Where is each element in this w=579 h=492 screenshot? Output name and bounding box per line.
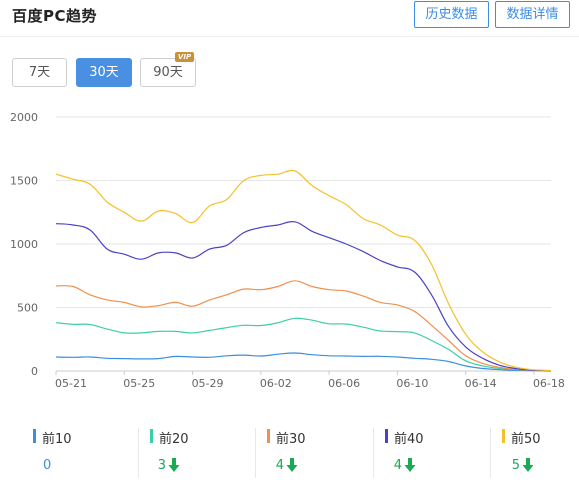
x-tick-label: 05-21 — [55, 377, 87, 390]
arrow-down-icon — [404, 458, 416, 472]
x-tick-label: 06-10 — [396, 377, 428, 390]
series-line-3 — [55, 280, 552, 372]
y-tick-label: 1000 — [10, 238, 38, 251]
header: 百度PC趋势 历史数据 数据详情 — [0, 0, 579, 37]
history-data-button[interactable]: 历史数据 — [414, 1, 489, 28]
x-tick-label: 05-29 — [192, 377, 224, 390]
legend-divider — [373, 428, 374, 478]
legend-value: 5 — [511, 458, 520, 473]
data-detail-button[interactable]: 数据详情 — [495, 1, 570, 28]
range-7-days-button[interactable]: 7天 — [12, 58, 67, 87]
series-line-5 — [55, 169, 552, 372]
y-tick-label: 1500 — [10, 175, 38, 188]
vip-badge: VIP — [175, 52, 194, 62]
rank-legend: 前10 0 前20 3 前30 4 前40 4 前50 5 — [0, 418, 579, 484]
legend-color-bar — [33, 429, 36, 443]
legend-value: 3 — [157, 458, 166, 473]
legend-divider — [138, 428, 139, 478]
series-line-4 — [55, 220, 552, 372]
legend-label: 前30 — [276, 432, 306, 447]
legend-item: 前30 4 — [267, 418, 384, 484]
range-30-days-button[interactable]: 30天 — [76, 58, 132, 87]
x-tick-label: 06-18 — [533, 377, 565, 390]
legend-value: 4 — [393, 458, 402, 473]
legend-color-bar — [267, 429, 270, 443]
y-tick-label: 0 — [31, 365, 38, 378]
legend-color-bar — [150, 429, 153, 443]
legend-value: 0 — [43, 458, 52, 473]
legend-label: 前40 — [394, 432, 424, 447]
arrow-down-icon — [286, 458, 298, 472]
legend-label: 前50 — [511, 432, 541, 447]
legend-label: 前20 — [159, 432, 189, 447]
legend-label: 前10 — [42, 432, 72, 447]
legend-divider — [490, 428, 491, 478]
x-tick-label: 06-14 — [465, 377, 497, 390]
trend-chart: 0 500 1000 1500 2000 05-21 05-25 05-29 06-02 06-0… — [10, 111, 565, 390]
legend-value: 4 — [275, 458, 284, 473]
series-line-1 — [55, 352, 552, 372]
y-tick-label: 500 — [17, 302, 38, 315]
page-title: 百度PC趋势 — [12, 7, 98, 25]
legend-color-bar — [502, 429, 505, 443]
range-90-days-button[interactable]: 90天 — [140, 58, 196, 87]
arrow-down-icon — [522, 458, 534, 472]
legend-divider — [255, 428, 256, 478]
legend-item: 前40 4 — [385, 418, 502, 484]
series-line-2 — [55, 317, 552, 372]
legend-item: 前20 3 — [150, 418, 267, 484]
x-tick-label: 05-25 — [123, 377, 155, 390]
arrow-down-icon — [168, 458, 180, 472]
y-tick-label: 2000 — [10, 111, 38, 124]
legend-item: 前50 5 — [502, 418, 579, 484]
x-tick-label: 06-06 — [328, 377, 360, 390]
legend-item: 前10 0 — [33, 418, 150, 484]
x-tick-label: 06-02 — [260, 377, 292, 390]
legend-color-bar — [385, 429, 388, 443]
